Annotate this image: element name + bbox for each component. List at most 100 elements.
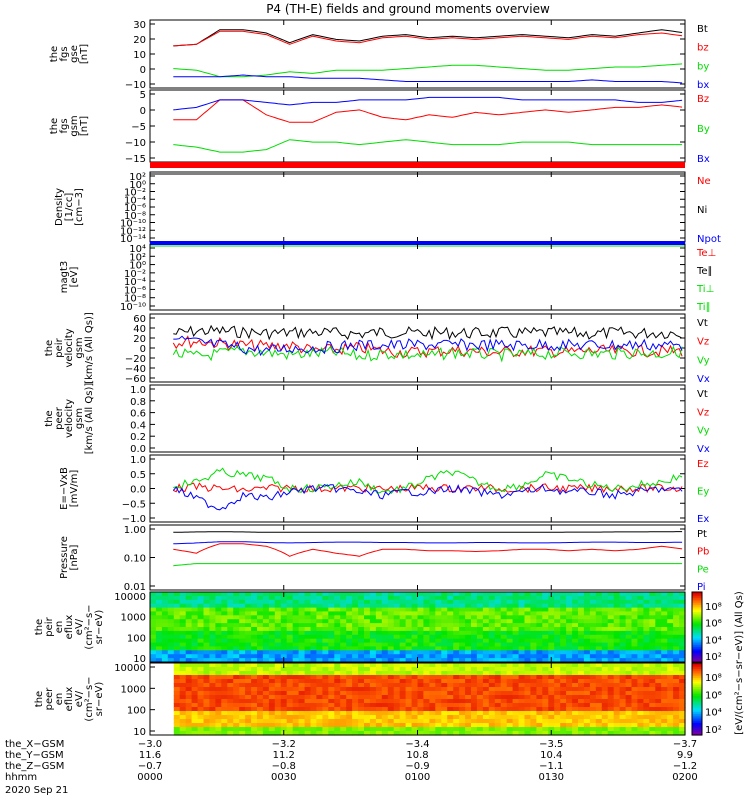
heatmap-cell [595,719,603,724]
heatmap-cell [435,654,442,659]
heatmap-cell [649,683,656,688]
heatmap-cell [262,687,270,692]
heatmap-cell [251,623,258,628]
heatmap-cell [417,723,424,728]
heatmap-cell [518,603,526,609]
heatmap-cell [423,634,430,640]
heatmap-cell [429,638,436,644]
heatmap-cell [530,699,537,704]
heatmap-cell [637,683,644,688]
heatmap-cell [209,703,216,708]
heatmap-cell [661,650,668,655]
heatmap-cell [197,679,205,684]
heatmap-cell [572,703,579,708]
heatmap-cell [661,671,668,676]
heatmap-cell [589,634,597,640]
heatmap-cell [245,654,252,659]
heatmap-cell [387,687,395,692]
heatmap-cell [583,691,591,696]
heatmap-cell [429,707,436,712]
heatmap-cell [607,663,615,668]
colorbar-tick-label: 10⁸ [705,602,722,613]
heatmap-cell [417,663,424,668]
heatmap-cell [453,711,460,716]
heatmap-cell [280,603,288,609]
heatmap-cell [453,592,460,597]
heatmap-cell [251,634,258,640]
heatmap-cell [566,603,573,609]
heatmap-cell [364,646,371,651]
heatmap-cell [465,603,472,609]
heatmap-cell [215,611,222,616]
heatmap-cell [191,727,199,732]
heatmap-cell [488,658,496,663]
colorbar-cell [692,677,702,680]
heatmap-cell [441,675,448,680]
heatmap-cell [512,603,520,609]
heatmap-cell [560,671,567,676]
heatmap-cell [649,675,656,680]
heatmap-cell [512,667,520,672]
heatmap-cell [150,592,157,597]
heatmap-cell [482,699,490,704]
heatmap-cell [251,727,258,732]
heatmap-cell [488,731,496,736]
heatmap-cell [417,667,424,672]
heatmap-cell [601,654,609,659]
heatmap-cell [417,595,424,601]
heatmap-cell [352,630,359,636]
heatmap-cell [601,703,609,708]
heatmap-cell [578,679,585,684]
heatmap-cell [435,707,442,712]
heatmap-cell [536,634,543,640]
x-annotation-value: −3.5 [539,739,563,750]
heatmap-cell [387,691,395,696]
heatmap-cell [566,707,573,712]
heatmap-cell [316,683,323,688]
heatmap-cell [245,727,252,732]
heatmap-cell [494,719,502,724]
heatmap-cell [482,623,490,628]
heatmap-cell [393,675,401,680]
heatmap-cell [679,627,686,632]
heatmap-cell [548,683,555,688]
heatmap-cell [274,630,282,636]
heatmap-cell [304,607,312,613]
heatmap-cell [625,727,633,732]
heatmap-cell [649,691,656,696]
heatmap-cell [268,687,276,692]
heatmap-cell [221,603,228,609]
heatmap-cell [191,687,199,692]
heatmap-cell [369,707,377,712]
heatmap-cell [423,595,430,601]
heatmap-cell [667,699,674,704]
heatmap-cell [417,603,424,609]
heatmap-cell [560,603,567,609]
heatmap-cell [399,650,407,655]
colorbar-cell [692,681,702,684]
heatmap-cell [429,615,436,620]
heatmap-cell [631,707,638,712]
heatmap-cell [411,683,419,688]
heatmap-cell [583,615,591,620]
heatmap-cell [310,646,317,651]
heatmap-cell [631,599,638,605]
heatmap-cell [476,723,484,728]
heatmap-cell [482,592,490,597]
heatmap-cell [494,642,502,648]
heatmap-cell [364,667,371,672]
x-annotation-label: the_X−GSM [5,739,64,750]
heatmap-cell [595,642,603,648]
heatmap-cell [393,642,401,648]
heatmap-cell [512,687,520,692]
heatmap-cell [239,627,246,632]
heatmap-cell [173,719,181,724]
heatmap-cell [352,592,359,597]
heatmap-cell [643,630,650,636]
heatmap-cell [251,719,258,724]
heatmap-cell [417,695,424,700]
heatmap-cell [340,607,347,613]
heatmap-cell [435,642,442,648]
heatmap-cell [322,703,329,708]
heatmap-cell [334,642,341,648]
